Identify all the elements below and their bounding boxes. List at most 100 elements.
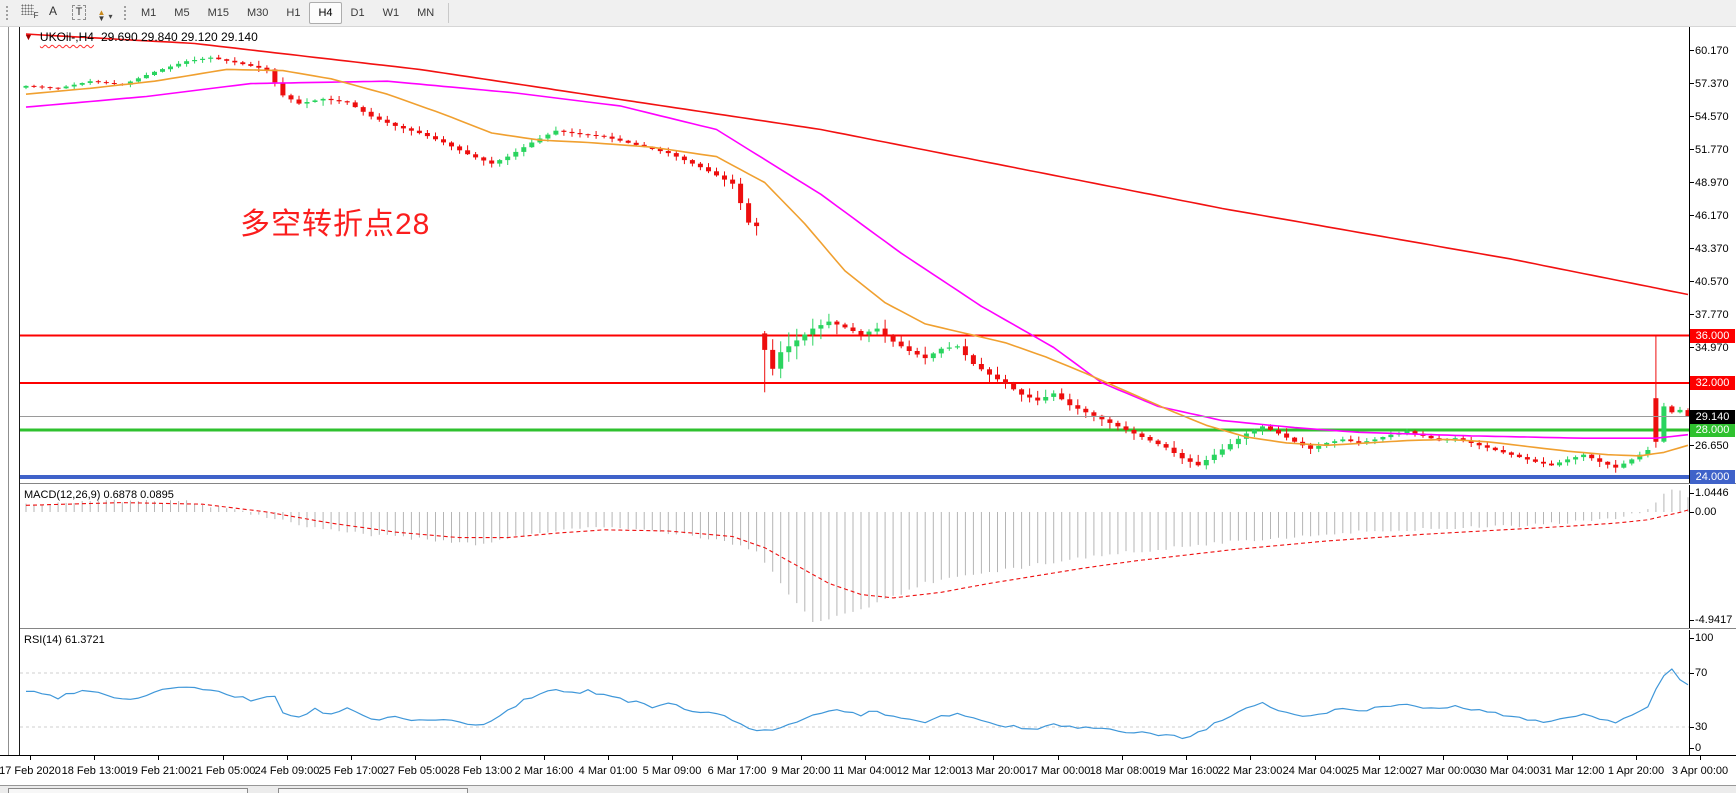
price-axis[interactable]: 60.170 57.370 54.570 51.770 48.970 46.170 43.3… bbox=[1690, 27, 1735, 484]
toolbar: F A T ▲ ▼ ▾ M1 M5 M15 M30 H1 H4 D1 W1 MN bbox=[0, 0, 1736, 27]
timeframe-button-mn[interactable]: MN bbox=[408, 2, 443, 24]
chart-tab[interactable] bbox=[8, 788, 248, 793]
timeframe-button-m5[interactable]: M5 bbox=[165, 2, 198, 24]
window-left-frame bbox=[0, 27, 20, 755]
time-tick-label: 11 Mar 04:00 bbox=[832, 765, 898, 777]
symbol-title: UKOil-,H4 bbox=[39, 30, 94, 44]
price-axis-label: 26.650 bbox=[1695, 440, 1729, 452]
panel-divider[interactable] bbox=[20, 483, 1736, 485]
time-tick-label: 5 Mar 09:00 bbox=[642, 765, 702, 777]
draw-arrows-icon: ▲ ▼ bbox=[97, 8, 106, 24]
price-axis-tick bbox=[1690, 182, 1694, 183]
time-tick-label: 2 Mar 16:00 bbox=[514, 765, 574, 777]
time-axis-tick bbox=[30, 756, 31, 760]
price-axis-label: 60.170 bbox=[1695, 45, 1729, 57]
chevron-down-icon: ▾ bbox=[108, 11, 113, 21]
price-axis-tick bbox=[1690, 445, 1694, 446]
time-tick-label: 24 Feb 09:00 bbox=[254, 765, 320, 777]
time-tick-label: 19 Feb 21:00 bbox=[125, 765, 191, 777]
price-axis-label: 46.170 bbox=[1695, 210, 1729, 222]
time-axis-tick bbox=[1250, 756, 1251, 760]
timeframe-button-h4[interactable]: H4 bbox=[309, 2, 342, 24]
timeframe-button-m30[interactable]: M30 bbox=[238, 2, 277, 24]
chart-tab[interactable] bbox=[278, 788, 468, 793]
tool-draw-arrows-button[interactable]: ▲ ▼ ▾ bbox=[92, 5, 118, 27]
time-axis-tick bbox=[1058, 756, 1059, 760]
rsi-axis-label: 0 bbox=[1695, 742, 1702, 754]
price-axis-tick bbox=[1690, 50, 1694, 51]
toolbar-separator bbox=[448, 3, 450, 23]
time-tick-label: 27 Mar 00:00 bbox=[1410, 765, 1476, 777]
time-axis-tick bbox=[608, 756, 609, 760]
tool-text-label-button[interactable]: A bbox=[40, 0, 66, 22]
text-box-icon: T bbox=[71, 5, 87, 21]
time-axis-tick bbox=[1636, 756, 1637, 760]
annotation-text: 多空转折点28 bbox=[240, 208, 431, 241]
timeframe-button-m1[interactable]: M1 bbox=[132, 2, 165, 24]
time-axis-tick bbox=[287, 756, 288, 760]
timeframe-button-d1[interactable]: D1 bbox=[342, 2, 374, 24]
rsi-plot[interactable]: RSI(14) 61.3721 bbox=[20, 630, 1690, 755]
chart-area: ▼ UKOil-,H4 29.690 29.840 29.120 29.140 … bbox=[0, 27, 1736, 755]
chart-tab-strip[interactable] bbox=[0, 785, 1736, 793]
price-axis-label: 54.570 bbox=[1695, 111, 1729, 123]
macd-svg bbox=[25, 489, 1689, 622]
time-axis-tick bbox=[94, 756, 95, 760]
macd-label: MACD(12,26,9) 0.6878 0.0895 bbox=[24, 489, 174, 501]
time-tick-label: 24 Mar 04:00 bbox=[1282, 765, 1348, 777]
time-tick-label: 31 Mar 12:00 bbox=[1539, 765, 1605, 777]
panel-divider[interactable] bbox=[20, 628, 1736, 630]
chart-panels: ▼ UKOil-,H4 29.690 29.840 29.120 29.140 … bbox=[20, 27, 1736, 755]
time-axis-tick bbox=[415, 756, 416, 760]
time-axis[interactable]: 17 Feb 2020 18 Feb 13:00 19 Feb 21:00 21 Fe… bbox=[0, 755, 1736, 785]
tool-crosshair-grid-button[interactable]: F bbox=[14, 0, 40, 21]
candlestick-svg bbox=[20, 33, 1689, 480]
time-tick-label: 27 Feb 05:00 bbox=[382, 765, 448, 777]
rsi-axis-tick bbox=[1690, 748, 1694, 749]
macd-axis-label: 1.0446 bbox=[1695, 487, 1729, 499]
price-chart-plot[interactable]: ▼ UKOil-,H4 29.690 29.840 29.120 29.140 … bbox=[20, 27, 1690, 483]
rsi-axis-tick bbox=[1690, 638, 1694, 639]
toolbar-grip-handle[interactable] bbox=[122, 4, 128, 22]
time-axis-tick bbox=[1443, 756, 1444, 760]
price-axis-label: 43.370 bbox=[1695, 243, 1729, 255]
macd-axis[interactable]: 1.0446 0.00 -4.9417 bbox=[1690, 485, 1735, 628]
time-tick-label: 25 Feb 17:00 bbox=[318, 765, 384, 777]
macd-plot[interactable]: MACD(12,26,9) 0.6878 0.0895 bbox=[20, 485, 1690, 628]
timeframe-button-m15[interactable]: M15 bbox=[199, 2, 238, 24]
time-tick-label: 17 Feb 2020 bbox=[0, 765, 61, 777]
time-axis-tick bbox=[865, 756, 866, 760]
time-tick-label: 12 Mar 12:00 bbox=[896, 765, 962, 777]
time-tick-label: 1 Apr 20:00 bbox=[1607, 765, 1665, 777]
timeframe-button-h1[interactable]: H1 bbox=[277, 2, 309, 24]
price-axis-tick bbox=[1690, 281, 1694, 282]
time-tick-label: 19 Mar 16:00 bbox=[1153, 765, 1219, 777]
price-axis-tick bbox=[1690, 347, 1694, 348]
time-axis-tick bbox=[480, 756, 481, 760]
timeframe-button-w1[interactable]: W1 bbox=[374, 2, 409, 24]
price-axis-tick bbox=[1690, 215, 1694, 216]
crosshair-grid-icon: F bbox=[20, 4, 39, 20]
price-level-badge-28.000: 28.000 bbox=[1690, 423, 1735, 437]
time-tick-label: 4 Mar 01:00 bbox=[578, 765, 638, 777]
rsi-axis[interactable]: 100 70 30 0 bbox=[1690, 630, 1735, 755]
time-axis-tick bbox=[1700, 756, 1701, 760]
rsi-svg bbox=[20, 668, 1689, 740]
price-level-badge-36.000: 36.000 bbox=[1690, 329, 1735, 343]
price-axis-label: 37.770 bbox=[1695, 309, 1729, 321]
time-axis-tick bbox=[1507, 756, 1508, 760]
time-tick-label: 13 Mar 20:00 bbox=[960, 765, 1026, 777]
tool-text-box-button[interactable]: T bbox=[66, 2, 92, 24]
time-axis-tick bbox=[801, 756, 802, 760]
price-axis-label: 57.370 bbox=[1695, 78, 1729, 90]
rsi-axis-label: 100 bbox=[1695, 632, 1714, 644]
price-panel-row: ▼ UKOil-,H4 29.690 29.840 29.120 29.140 … bbox=[20, 27, 1736, 484]
time-axis-tick bbox=[1186, 756, 1187, 760]
time-axis-tick bbox=[544, 756, 545, 760]
toolbar-grip-handle[interactable] bbox=[4, 4, 10, 22]
macd-axis-label: 0.00 bbox=[1695, 506, 1717, 518]
rsi-axis-label: 30 bbox=[1695, 721, 1708, 733]
time-axis-tick bbox=[351, 756, 352, 760]
price-axis-tick bbox=[1690, 116, 1694, 117]
